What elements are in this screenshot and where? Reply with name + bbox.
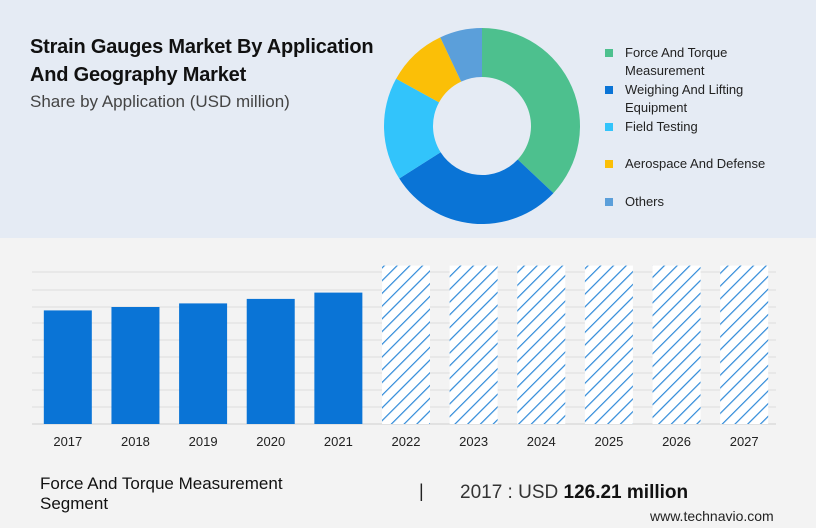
legend-label-2: Field Testing — [625, 119, 698, 134]
x-tick-label-2021: 2021 — [324, 434, 353, 449]
bar-2019 — [179, 303, 228, 424]
x-tick-label-2018: 2018 — [121, 434, 150, 449]
donut-slice-1 — [399, 152, 554, 224]
x-tick-label-2020: 2020 — [256, 434, 285, 449]
x-tick-label-2023: 2023 — [459, 434, 488, 449]
donut-slice-2 — [384, 78, 441, 179]
donut-slice-0 — [482, 28, 580, 194]
bar-2023 — [449, 265, 498, 424]
bar-2025 — [584, 265, 633, 424]
bar-2017 — [43, 310, 92, 424]
bar-2021 — [314, 292, 363, 424]
bar-2024 — [517, 265, 566, 424]
legend-label-0: Force And Torque Measurement — [625, 45, 728, 78]
bar-2018 — [111, 307, 160, 424]
x-tick-label-2024: 2024 — [527, 434, 556, 449]
legend-swatch-0 — [605, 49, 613, 57]
donut-chart — [384, 28, 580, 224]
brand-url: www.technavio.com — [650, 508, 774, 524]
legend-swatch-1 — [605, 86, 613, 94]
bar-2020 — [246, 298, 295, 424]
bar-2026 — [652, 265, 701, 424]
legend-swatch-3 — [605, 160, 613, 168]
segment-value-amount: 126.21 million — [563, 482, 689, 503]
legend-label-3: Aerospace And Defense — [625, 156, 766, 171]
legend-label-1: Weighing And Lifting Equipment — [625, 82, 744, 115]
footer-separator: | — [419, 481, 424, 501]
segment-label: Force And Torque Measurement Segment — [40, 474, 283, 513]
x-tick-label-2017: 2017 — [53, 434, 82, 449]
segment-value: 2017 : USD 126.21 million — [460, 482, 688, 504]
donut-slice-4 — [440, 28, 482, 82]
chart-subtitle: Share by Application (USD million) — [30, 92, 290, 111]
bar-2022 — [382, 265, 430, 424]
legend-swatch-4 — [605, 198, 613, 206]
x-tick-label-2019: 2019 — [189, 434, 218, 449]
bar-2027 — [720, 265, 769, 424]
x-tick-label-2022: 2022 — [392, 434, 421, 449]
x-tick-label-2026: 2026 — [662, 434, 691, 449]
segment-value-prefix: 2017 : USD — [460, 482, 564, 503]
x-tick-label-2025: 2025 — [594, 434, 623, 449]
chart-title: Strain Gauges Market By Application And … — [30, 36, 374, 86]
donut-slice-3 — [396, 37, 462, 103]
legend-swatch-2 — [605, 123, 613, 131]
legend-label-4: Others — [625, 194, 665, 209]
x-tick-label-2027: 2027 — [730, 434, 759, 449]
